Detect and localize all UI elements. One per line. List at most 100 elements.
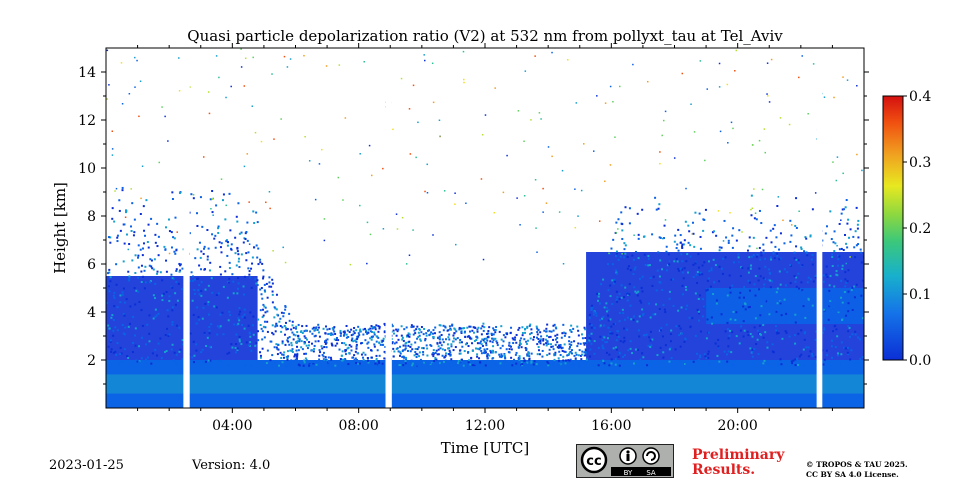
speckle: [269, 340, 272, 343]
speckle: [271, 278, 274, 281]
speckle: [426, 347, 429, 350]
speckle: [713, 281, 716, 284]
speckle: [795, 285, 798, 288]
speckle: [576, 345, 579, 348]
speckle: [724, 256, 727, 259]
speckle: [718, 360, 721, 363]
speckle: [213, 305, 216, 308]
speckle: [573, 354, 576, 357]
speckle: [243, 293, 246, 296]
speckle: [788, 320, 791, 323]
noise-point: [465, 202, 467, 205]
speckle: [803, 250, 806, 253]
speckle: [726, 321, 729, 324]
speckle: [679, 241, 682, 244]
speckle: [830, 238, 833, 241]
speckle: [509, 331, 512, 334]
speckle: [432, 329, 435, 332]
speckle: [471, 342, 474, 345]
noise-point: [523, 195, 526, 197]
speckle: [333, 338, 336, 341]
speckle: [484, 349, 487, 352]
speckle: [617, 330, 620, 333]
speckle: [418, 334, 421, 337]
speckle: [478, 357, 481, 360]
speckle: [757, 329, 760, 332]
speckle: [560, 362, 563, 365]
speckle: [478, 364, 481, 367]
speckle: [342, 334, 345, 337]
speckle: [501, 344, 504, 347]
speckle: [423, 361, 426, 364]
speckle: [617, 335, 620, 338]
speckle: [452, 349, 455, 352]
speckle: [759, 275, 762, 278]
speckle: [794, 364, 797, 367]
speckle: [273, 306, 276, 309]
layer-band-4: [706, 288, 864, 324]
speckle: [214, 234, 217, 237]
speckle: [134, 271, 137, 274]
speckle: [264, 306, 267, 309]
speckle: [855, 244, 858, 247]
speckle: [521, 363, 524, 366]
speckle: [770, 241, 773, 244]
speckle: [165, 270, 168, 273]
speckle: [234, 346, 237, 349]
noise-point: [454, 192, 456, 194]
speckle: [175, 363, 178, 366]
noise-point: [252, 56, 254, 59]
speckle: [732, 363, 735, 366]
speckle: [191, 279, 194, 282]
noise-point: [814, 192, 817, 194]
speckle: [769, 256, 772, 259]
noise-point: [426, 163, 428, 166]
speckle: [753, 348, 756, 351]
speckle: [615, 298, 618, 301]
speckle: [726, 296, 729, 299]
speckle: [360, 342, 363, 345]
speckle: [362, 351, 365, 354]
speckle: [224, 218, 227, 221]
speckle: [282, 353, 285, 356]
speckle: [208, 269, 211, 272]
noise-point: [401, 216, 404, 219]
speckle: [257, 339, 260, 342]
speckle: [612, 282, 615, 285]
speckle: [854, 230, 857, 233]
speckle: [566, 354, 569, 357]
speckle: [795, 293, 798, 296]
speckle: [558, 350, 561, 353]
speckle: [853, 246, 856, 249]
noise-point: [846, 79, 849, 81]
speckle: [356, 337, 359, 340]
speckle: [581, 337, 584, 340]
speckle: [259, 309, 262, 312]
speckle: [681, 293, 684, 296]
speckle: [659, 236, 662, 239]
noise-point: [574, 226, 577, 229]
speckle: [515, 362, 518, 365]
speckle: [628, 283, 631, 286]
speckle: [637, 257, 640, 260]
speckle: [518, 326, 521, 329]
speckle: [378, 327, 381, 330]
speckle: [362, 358, 365, 361]
sa-text: SA: [646, 469, 656, 477]
speckle: [655, 208, 658, 211]
speckle: [410, 326, 413, 329]
noise-point: [699, 60, 702, 62]
speckle: [409, 350, 412, 353]
speckle: [797, 332, 800, 335]
speckle: [344, 343, 347, 346]
speckle: [317, 326, 320, 329]
speckle: [235, 333, 238, 336]
speckle: [172, 236, 175, 239]
speckle: [255, 341, 258, 344]
speckle: [741, 312, 744, 315]
speckle: [776, 254, 779, 257]
noise-point: [738, 261, 740, 263]
speckle: [810, 258, 813, 261]
noise-point: [243, 85, 246, 87]
boundary-layer-stripe: [106, 374, 864, 394]
